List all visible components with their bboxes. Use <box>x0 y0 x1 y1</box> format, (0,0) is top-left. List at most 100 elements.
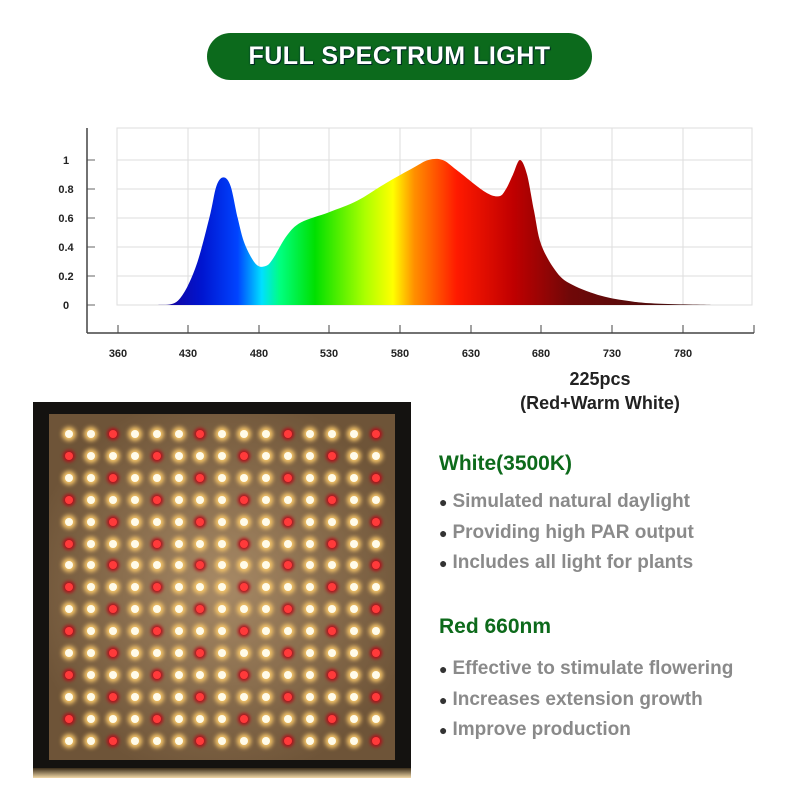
white-led <box>218 692 227 701</box>
white-led <box>130 561 139 570</box>
white-led <box>130 605 139 614</box>
white-led <box>218 605 227 614</box>
red-led <box>196 561 205 570</box>
white-bullet: ● Includes all light for plants <box>439 552 694 573</box>
white-led <box>240 649 249 657</box>
white-led <box>349 495 358 504</box>
white-led <box>262 539 271 548</box>
red-led <box>240 495 249 504</box>
red-led <box>327 495 336 504</box>
white-led <box>218 649 227 657</box>
white-led <box>284 539 292 548</box>
white-led <box>130 539 139 548</box>
red-led <box>65 670 73 679</box>
x-tick-label: 480 <box>250 348 268 360</box>
white-led <box>349 583 358 592</box>
white-led <box>327 605 336 614</box>
red-led <box>152 714 161 723</box>
red-led <box>371 517 380 526</box>
white-led <box>86 583 95 592</box>
red-led <box>240 670 249 679</box>
white-led <box>327 473 336 482</box>
white-led <box>86 714 95 723</box>
red-bullet: ● Effective to stimulate flowering <box>439 658 734 679</box>
red-led <box>196 517 205 526</box>
white-led <box>152 605 161 614</box>
white-led <box>240 430 249 438</box>
white-led <box>262 605 271 614</box>
white-led <box>349 561 358 570</box>
white-led <box>108 670 117 679</box>
x-tick-label: 730 <box>603 348 621 360</box>
red-led <box>327 714 336 723</box>
white-bullet: ● Simulated natural daylight <box>439 491 691 512</box>
red-led <box>327 539 336 548</box>
red-led <box>371 692 380 701</box>
white-led <box>174 649 183 657</box>
white-led <box>218 583 227 592</box>
white-led <box>218 539 227 548</box>
x-tick-label: 580 <box>391 348 409 360</box>
white-led <box>152 517 161 526</box>
white-led <box>86 649 95 657</box>
white-led <box>86 495 95 504</box>
white-led <box>130 714 139 723</box>
title-banner: FULL SPECTRUM LIGHT <box>207 33 592 80</box>
white-led <box>130 670 139 679</box>
white-led <box>86 517 95 526</box>
red-led <box>327 451 336 460</box>
white-led <box>174 495 183 504</box>
white-led <box>86 539 95 548</box>
white-led <box>349 627 358 636</box>
red-led <box>108 430 117 438</box>
white-led <box>262 649 271 657</box>
white-led <box>305 692 314 701</box>
white-led <box>262 670 271 679</box>
white-led <box>240 473 249 482</box>
white-led <box>174 692 183 701</box>
white-led <box>174 736 183 745</box>
white-led <box>65 561 73 570</box>
red-led <box>240 627 249 636</box>
white-led <box>349 430 358 438</box>
red-led <box>152 627 161 636</box>
white-led <box>130 473 139 482</box>
white-led <box>349 539 358 548</box>
red-led <box>196 736 205 745</box>
white-led <box>174 473 183 482</box>
white-led <box>349 670 358 679</box>
white-led <box>174 670 183 679</box>
red-led <box>196 605 205 614</box>
red-bullet: ● Improve production <box>439 719 631 740</box>
white-led <box>218 495 227 504</box>
white-led <box>349 692 358 701</box>
white-led <box>152 649 161 657</box>
led-count: 225pcs <box>569 369 631 389</box>
red-led <box>108 561 117 570</box>
white-led <box>152 692 161 701</box>
red-led <box>65 583 73 592</box>
white-led <box>349 649 358 657</box>
white-led <box>174 561 183 570</box>
white-led <box>349 605 358 614</box>
white-led <box>349 473 358 482</box>
white-led <box>327 430 336 438</box>
white-led <box>152 561 161 570</box>
white-led <box>305 736 314 745</box>
white-led <box>240 561 249 570</box>
x-tick-label: 360 <box>109 348 127 360</box>
white-led <box>262 430 271 438</box>
white-led <box>349 451 358 460</box>
white-led <box>371 714 380 723</box>
white-led <box>65 736 73 745</box>
white-led <box>349 714 358 723</box>
white-heading: White(3500K) <box>439 452 573 475</box>
red-led <box>240 451 249 460</box>
y-tick-label: 0.6 <box>58 213 73 225</box>
red-led <box>108 649 117 657</box>
white-led <box>174 430 183 438</box>
white-led <box>262 451 271 460</box>
red-led <box>327 627 336 636</box>
white-led <box>240 736 249 745</box>
white-led <box>305 473 314 482</box>
